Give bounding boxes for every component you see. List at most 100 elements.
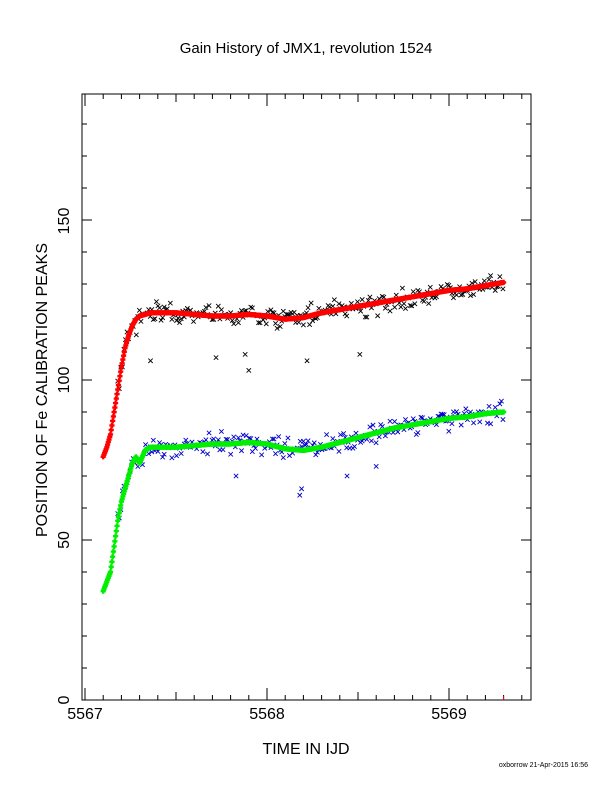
upper-raw-point — [133, 332, 139, 338]
upper-raw-point — [235, 320, 241, 326]
upper-raw-point — [472, 279, 478, 285]
upper-raw-point — [367, 294, 373, 300]
upper-fit-point — [118, 369, 124, 375]
lower-raw-point — [259, 452, 265, 458]
upper-raw-point — [256, 320, 262, 326]
upper-raw-point — [330, 303, 336, 309]
lower-raw-point — [324, 432, 330, 438]
upper-raw-point — [401, 301, 407, 307]
upper-raw-point — [136, 307, 142, 313]
lower-raw-point — [280, 455, 286, 461]
upper-raw-point — [300, 322, 306, 328]
lower-raw-point — [387, 418, 393, 424]
upper-fit-point — [108, 427, 114, 433]
lower-raw-point — [477, 419, 483, 425]
lower-raw-point — [486, 403, 492, 409]
lower-raw-point — [220, 447, 226, 453]
lower-fit-point — [114, 523, 120, 529]
lower-raw-point — [368, 438, 374, 444]
lower-raw-point — [178, 451, 184, 457]
upper-raw-outlier — [304, 358, 310, 364]
upper-raw-point — [407, 302, 413, 309]
upper-raw-point — [265, 308, 271, 314]
lower-raw-point — [282, 440, 288, 447]
lower-raw-point — [155, 448, 161, 454]
upper-raw-point — [273, 320, 279, 326]
upper-raw-point — [500, 286, 506, 292]
lower-raw-point — [353, 430, 359, 436]
lower-raw-point — [338, 432, 344, 438]
upper-raw-point — [316, 305, 322, 311]
lower-fit-point — [501, 409, 507, 415]
upper-raw-point — [184, 305, 190, 311]
upper-raw-point — [263, 321, 269, 327]
upper-raw-point — [178, 316, 184, 322]
upper-fit-point — [110, 418, 116, 424]
upper-raw-point — [308, 300, 314, 306]
upper-raw-point — [412, 301, 418, 307]
lower-raw-point — [497, 401, 503, 407]
lower-raw-point — [303, 441, 310, 447]
upper-raw-point — [167, 300, 173, 306]
upper-raw-point — [421, 298, 427, 304]
y-tick-labels: 0 50 100 150 — [56, 208, 73, 705]
upper-fit-point — [107, 431, 114, 437]
lower-raw-point — [420, 415, 426, 421]
y-axis-label: POSITION OF Fe CALIBRATION PEAKS — [34, 243, 51, 537]
upper-raw-point — [158, 317, 164, 323]
lower-raw-point — [183, 437, 189, 443]
footer-credit: oxborrow 21-Apr-2015 16:56 — [499, 762, 588, 769]
lower-raw-point — [200, 449, 206, 455]
upper-raw-point — [492, 287, 498, 293]
x-tick-labels: 5567 5568 5569 — [67, 706, 467, 723]
upper-raw-outlier — [357, 351, 363, 357]
upper-raw-outlier — [148, 358, 154, 364]
lower-raw-point — [382, 433, 388, 439]
lower-raw-point — [500, 417, 506, 423]
upper-fit-point — [115, 382, 122, 388]
upper-raw-point — [305, 305, 311, 311]
lower-raw-point — [341, 431, 347, 437]
upper-raw-point — [157, 305, 163, 311]
upper-raw-point — [174, 318, 180, 324]
lower-raw-point — [410, 416, 416, 422]
upper-raw-point — [488, 273, 494, 279]
chart-title: Gain History of JMX1, revolution 1524 — [180, 40, 433, 57]
upper-raw-point — [206, 303, 212, 309]
upper-raw-point — [138, 318, 144, 324]
lower-raw-point — [225, 436, 231, 442]
lower-raw-point — [311, 440, 317, 446]
upper-raw-point — [285, 312, 291, 318]
lower-raw-point — [160, 454, 166, 460]
lower-fit-point — [110, 548, 116, 555]
upper-raw-point — [382, 305, 388, 311]
upper-raw-point — [497, 274, 503, 280]
lower-raw-point — [276, 434, 282, 440]
upper-fit-point — [110, 413, 116, 420]
lower-raw-outlier — [373, 463, 379, 469]
lower-fit-point — [112, 538, 118, 544]
lower-raw-point — [488, 421, 494, 427]
lower-raw-point — [252, 445, 258, 451]
upper-raw-point — [218, 307, 224, 313]
upper-raw-point — [409, 303, 415, 309]
lower-raw-point — [458, 422, 464, 428]
lower-raw-point — [336, 448, 342, 454]
upper-fit-point — [501, 279, 507, 285]
x-tick-label-5568: 5568 — [249, 706, 285, 723]
lower-raw-point — [440, 411, 446, 417]
upper-raw-point — [169, 316, 175, 322]
lower-fit-point — [112, 533, 119, 539]
lower-raw-outlier — [344, 473, 350, 479]
upper-raw-point — [426, 301, 432, 307]
upper-raw-point — [296, 319, 302, 325]
y-axis-ticks — [82, 123, 531, 701]
x-axis-ticks — [84, 94, 523, 700]
lower-raw-point — [150, 437, 156, 443]
lower-raw-point — [235, 435, 241, 441]
lower-raw-point — [484, 420, 491, 426]
lower-raw-point — [203, 437, 209, 443]
upper-raw-point — [231, 321, 237, 327]
lower-fit-point — [111, 543, 117, 549]
lower-fit-point — [109, 559, 115, 565]
